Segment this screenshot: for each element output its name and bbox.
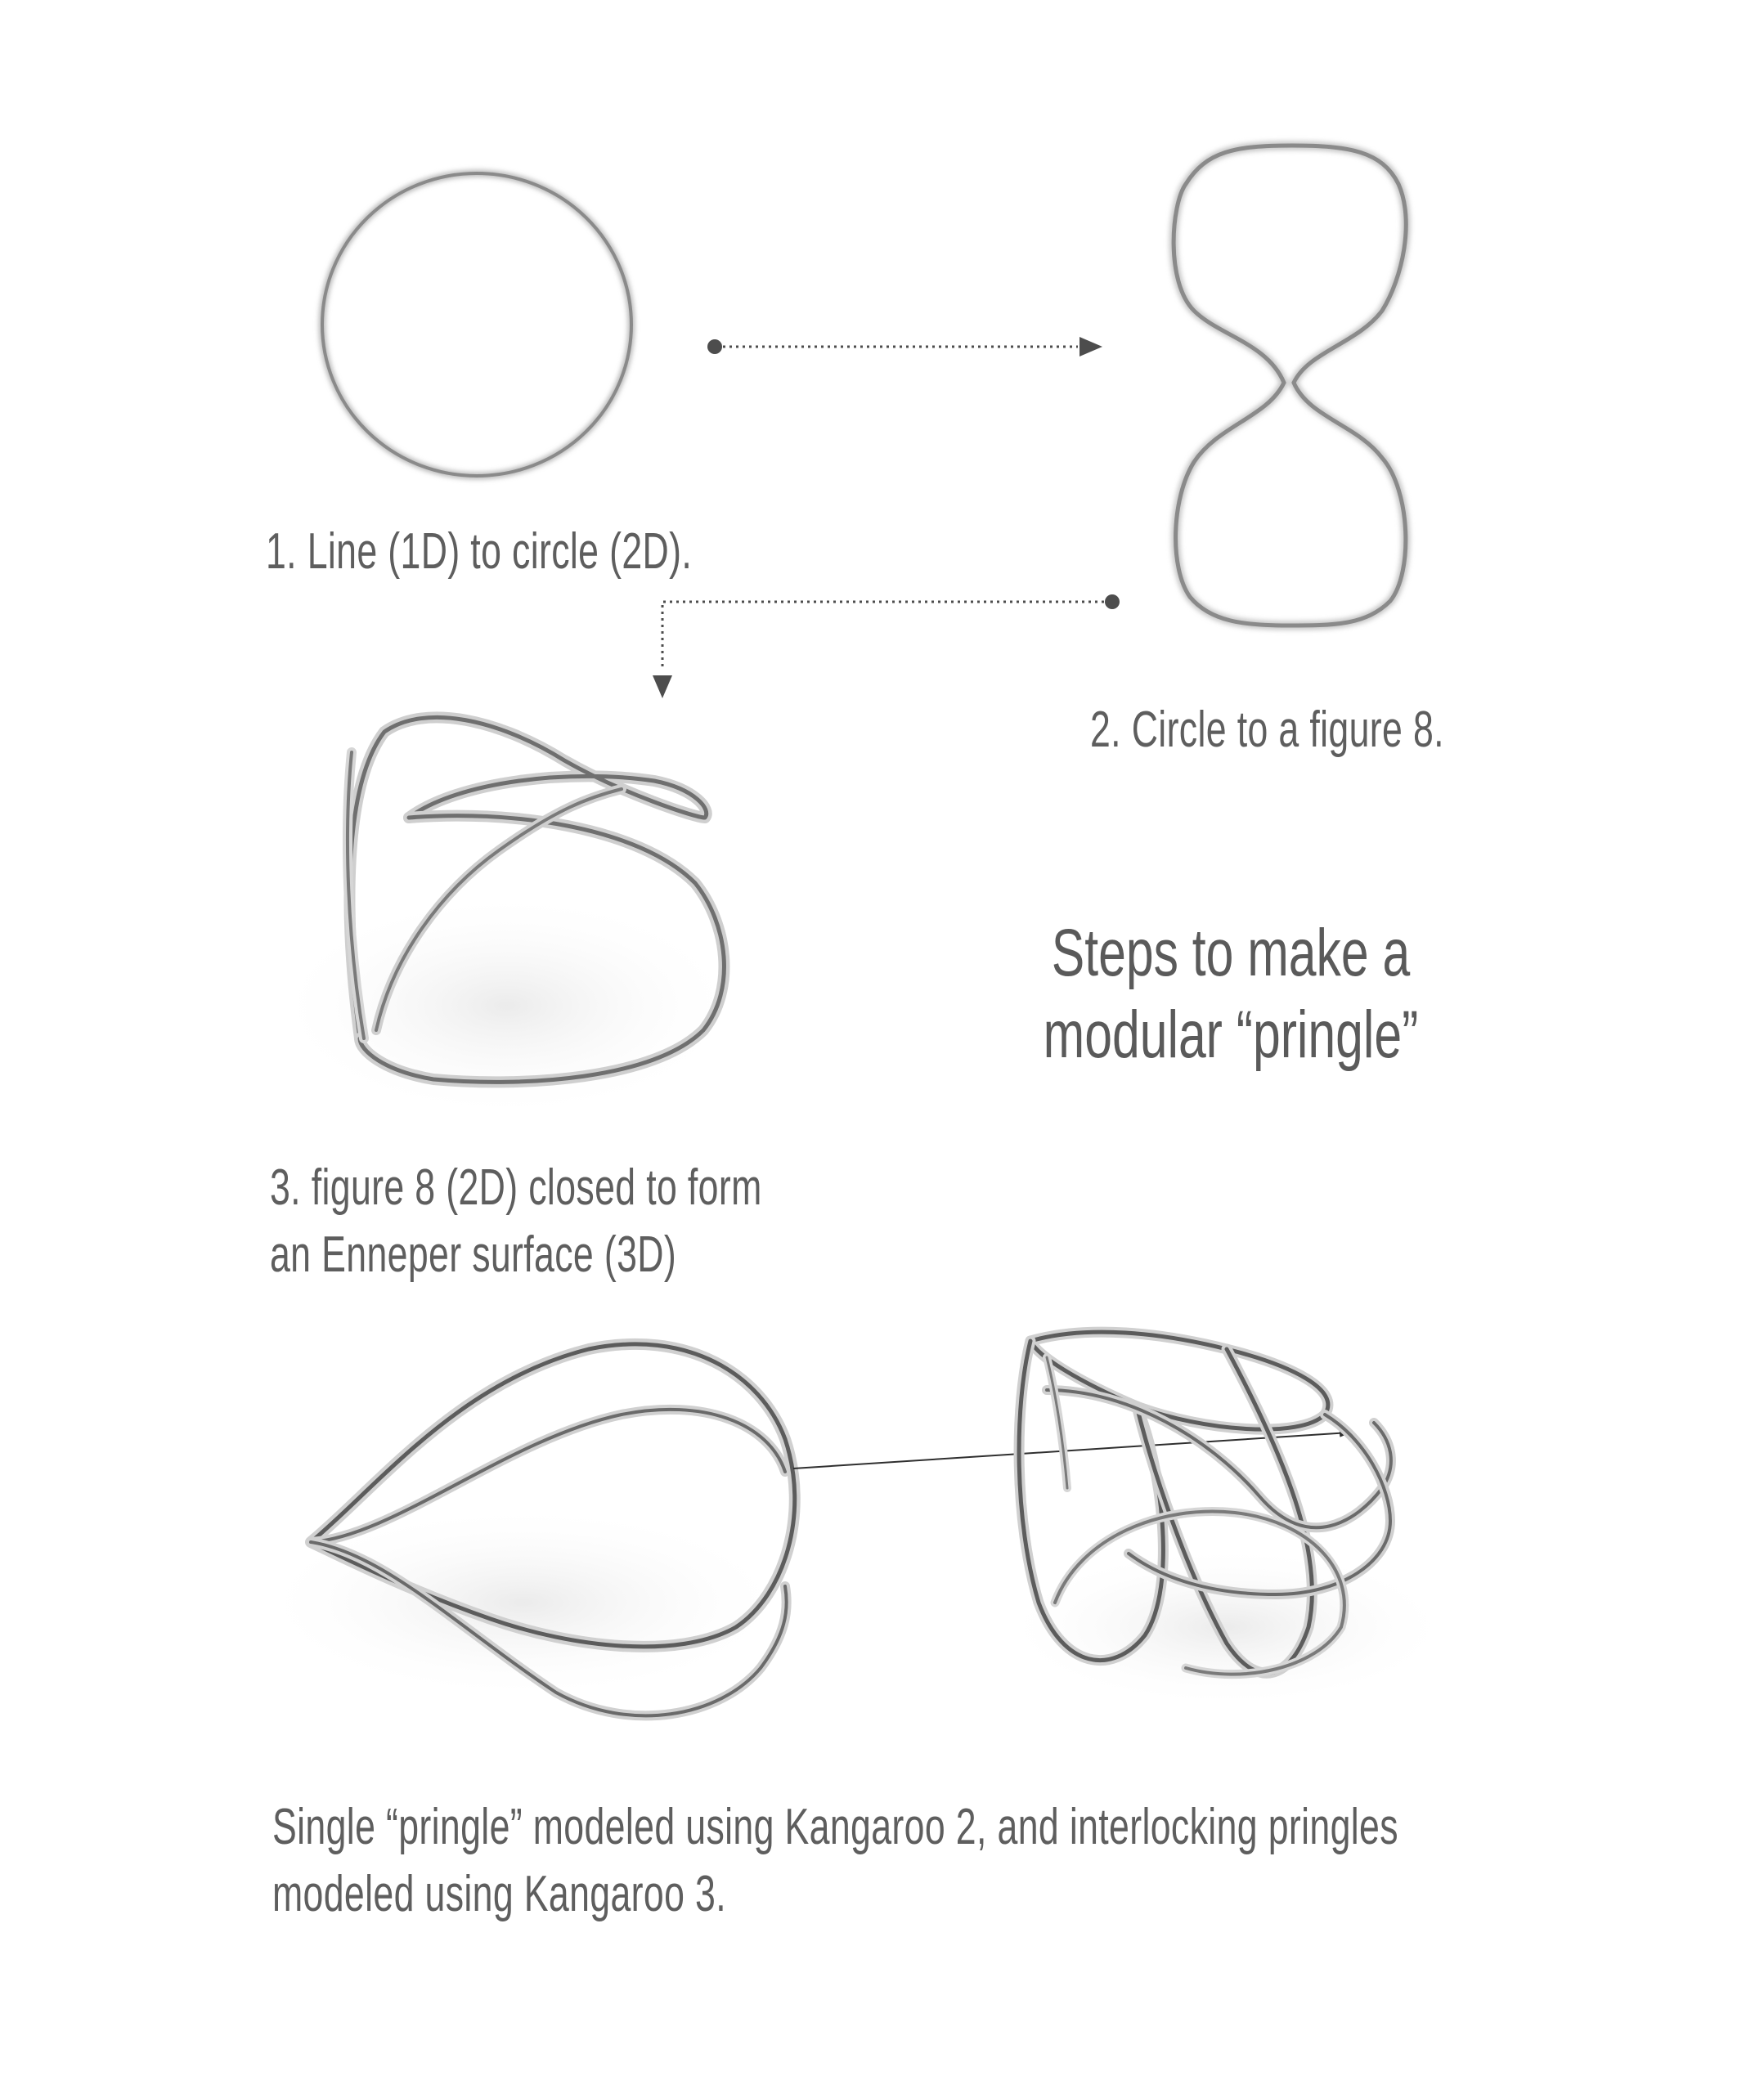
solid-arrow xyxy=(792,1428,1351,1469)
footer-caption-line-2: modeled using Kangaroo 3. xyxy=(272,1866,726,1922)
circle-figure xyxy=(318,169,635,480)
single-pringle-render xyxy=(254,1338,801,1721)
dotted-arrow-elbow xyxy=(653,594,1120,698)
title-line-1: Steps to make a xyxy=(1051,916,1411,990)
step-3-caption-line-2: an Enneper surface (3D) xyxy=(270,1226,677,1283)
step-2-caption: 2. Circle to a figure 8. xyxy=(1090,702,1444,758)
footer-caption-line-1: Single “pringle” modeled using Kangaroo … xyxy=(272,1799,1398,1855)
step-1-caption: 1. Line (1D) to circle (2D). xyxy=(266,523,693,580)
footer-caption: Single “pringle” modeled using Kangaroo … xyxy=(272,1794,1398,1928)
step-3-caption-line-1: 3. figure 8 (2D) closed to form xyxy=(270,1159,762,1216)
title-line-2: modular “pringle” xyxy=(1043,998,1419,1072)
figure-eight xyxy=(1169,141,1411,630)
dotted-arrow-right xyxy=(707,337,1102,356)
step-3-caption: 3. figure 8 (2D) closed to form an Ennep… xyxy=(270,1155,762,1289)
diagram-title: Steps to make a modular “pringle” xyxy=(1022,912,1440,1076)
enneper-render xyxy=(270,711,744,1120)
interlocking-pringles-render xyxy=(998,1326,1456,1709)
